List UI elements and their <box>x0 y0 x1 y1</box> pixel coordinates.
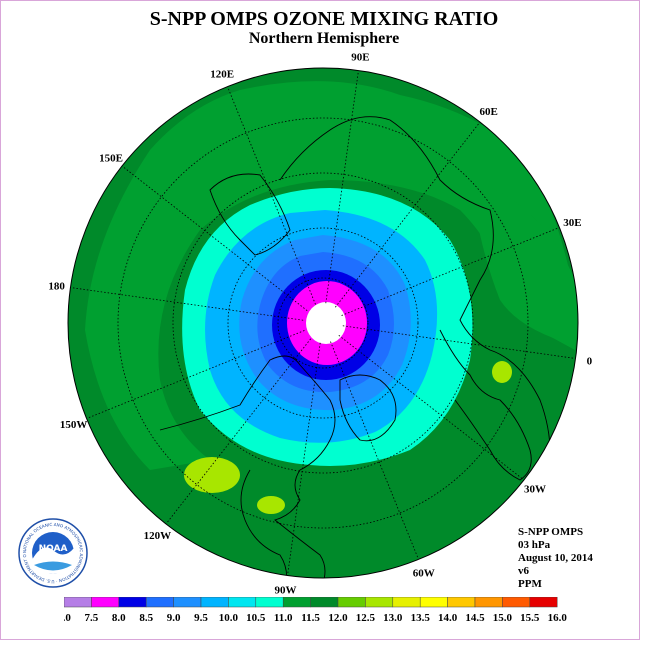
colorbar-labels: 7.0 7.5 8.0 8.5 9.0 9.5 10.0 10.5 11.0 11.5 12.0 12… <box>64 612 567 624</box>
longitude-label: 60W <box>413 567 435 579</box>
ozone-band-11-0 <box>85 81 577 470</box>
colorbar-label: 11.0 <box>274 612 293 624</box>
longitude-label: 60E <box>479 106 497 118</box>
colorbar-swatch <box>91 597 120 608</box>
longitude-label: 30W <box>524 484 546 496</box>
colorbar-swatch <box>392 597 421 608</box>
noaa-logo: NATIONAL OCEANIC AND ATMOSPHERIC ADMINIS… <box>18 518 88 588</box>
info-instrument: S-NPP OMPS <box>518 526 584 538</box>
colorbar-label: 9.0 <box>167 612 181 624</box>
colorbar-label: 7.0 <box>64 612 71 624</box>
meridian-line <box>70 287 304 321</box>
colorbar-swatch <box>529 597 558 608</box>
colorbar-swatches <box>64 597 558 608</box>
meridian-line <box>342 325 576 359</box>
colorbar-label: 12.5 <box>356 612 376 624</box>
latitude-circle-20 <box>117 117 529 529</box>
colorbar-label: 13.0 <box>383 612 403 624</box>
meridian-line <box>338 334 525 481</box>
coastline-greenland <box>339 374 397 442</box>
meridian-line <box>341 227 560 316</box>
meridians <box>70 70 576 576</box>
colorbar-swatch <box>255 597 284 608</box>
colorbar: 7.0 7.5 8.0 8.5 9.0 9.5 10.0 10.5 11.0 11.5 12.0 12… <box>64 597 567 624</box>
info-level: 03 hPa <box>518 539 551 551</box>
meridian-line <box>121 165 308 312</box>
meridian-line <box>227 86 316 305</box>
coastline-asia-east <box>209 173 291 256</box>
info-block: S-NPP OMPS 03 hPa August 10, 2014 v6 PPM <box>518 526 593 591</box>
latitude-circle-40 <box>172 172 474 474</box>
colorbar-label: 14.0 <box>438 612 458 624</box>
longitude-label: 150W <box>60 419 88 431</box>
ozone-band-11-0-east <box>470 180 578 345</box>
longitude-label: 120W <box>144 530 172 542</box>
meridian-line <box>330 341 419 560</box>
colorbar-label: 14.5 <box>465 612 485 624</box>
longitude-label: 90W <box>275 584 297 596</box>
colorbar-label: 9.5 <box>194 612 208 624</box>
coastline-europe-africa <box>439 329 532 481</box>
colorbar-label: 12.0 <box>328 612 348 624</box>
high-ozone-patch-south <box>257 496 285 514</box>
logo-text: NOAA <box>39 544 68 554</box>
colorbar-swatch <box>228 597 257 608</box>
coastline-eurasia <box>279 116 551 481</box>
colorbar-swatch <box>474 597 503 608</box>
meridian-line <box>325 70 359 304</box>
colorbar-swatch <box>145 597 174 608</box>
colorbar-swatch <box>64 597 92 608</box>
map-subtitle: Northern Hemisphere <box>248 30 400 47</box>
high-ozone-patch-west <box>184 457 240 493</box>
colorbar-label: 15.0 <box>493 612 513 624</box>
colorbar-swatch <box>282 597 311 608</box>
colorbar-label: 11.5 <box>301 612 320 624</box>
colorbar-label: 15.5 <box>520 612 540 624</box>
longitude-label: 0 <box>587 355 593 367</box>
longitude-label: 90E <box>351 52 369 64</box>
colorbar-swatch <box>200 597 229 608</box>
meridian-line <box>287 342 321 576</box>
longitude-label: 120E <box>210 69 234 81</box>
colorbar-label: 10.5 <box>246 612 266 624</box>
colorbar-swatch <box>337 597 366 608</box>
info-units: PPM <box>518 578 542 590</box>
colorbar-swatch <box>502 597 531 608</box>
colorbar-label: 8.5 <box>139 612 153 624</box>
map-title: S-NPP OMPS OZONE MIXING RATIO <box>149 8 499 30</box>
pole-missing-data <box>306 302 346 344</box>
coastline-central-america <box>240 469 288 578</box>
graticule <box>117 117 529 529</box>
longitude-label: 180 <box>48 281 65 293</box>
coastline-north-america <box>159 355 336 578</box>
meridian-line <box>86 330 305 419</box>
colorbar-label: 7.5 <box>85 612 99 624</box>
info-version: v6 <box>518 565 529 577</box>
logo-wave-icon <box>34 561 72 571</box>
colorbar-swatch <box>419 597 448 608</box>
figure-frame <box>0 0 640 640</box>
colorbar-label: 8.0 <box>112 612 126 624</box>
colorbar-swatch <box>173 597 202 608</box>
meridian-line <box>165 338 312 525</box>
colorbar-swatch <box>118 597 147 608</box>
longitude-label: 150E <box>99 152 123 164</box>
info-date: August 10, 2014 <box>518 552 593 564</box>
longitude-label: 30E <box>563 217 581 229</box>
longitude-labels: 90E 60E 30E 0 30W 60W 90W 120W 150W 180 150E 120E <box>48 52 592 597</box>
colorbar-label: 16.0 <box>548 612 568 624</box>
high-ozone-patch-east <box>492 361 512 383</box>
map-boundary <box>67 67 579 579</box>
colorbar-swatch <box>365 597 394 608</box>
colorbar-swatch <box>447 597 476 608</box>
colorbar-label: 10.0 <box>219 612 239 624</box>
meridian-line <box>334 121 481 308</box>
colorbar-label: 13.5 <box>411 612 431 624</box>
latitude-circle-60 <box>227 227 419 419</box>
colorbar-swatch <box>310 597 339 608</box>
latitude-circle-80 <box>277 277 369 369</box>
